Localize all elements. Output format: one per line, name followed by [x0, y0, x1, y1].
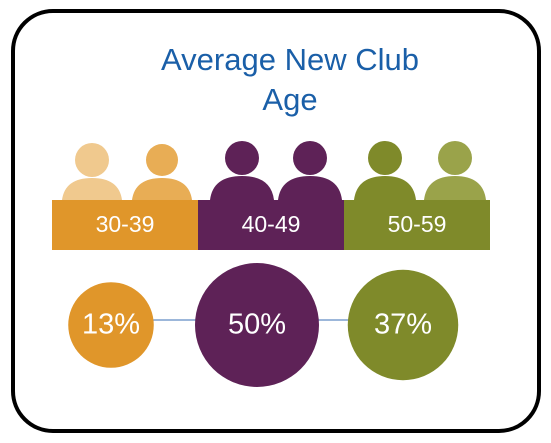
- age-label: 30-39: [96, 211, 155, 237]
- bubble: [195, 263, 319, 387]
- value-label: 37%: [374, 309, 432, 341]
- value-label: 13%: [82, 309, 140, 341]
- age-label: 40-49: [242, 211, 301, 237]
- bubble: [68, 282, 154, 368]
- age-band: [52, 200, 198, 250]
- people-icons: [62, 141, 486, 200]
- age-band: [344, 200, 490, 250]
- title: Average New Club Age: [161, 42, 419, 117]
- value-label: 50%: [228, 309, 286, 341]
- age-label: 50-59: [388, 211, 447, 237]
- bubble: [347, 269, 459, 381]
- age-band: [198, 200, 344, 250]
